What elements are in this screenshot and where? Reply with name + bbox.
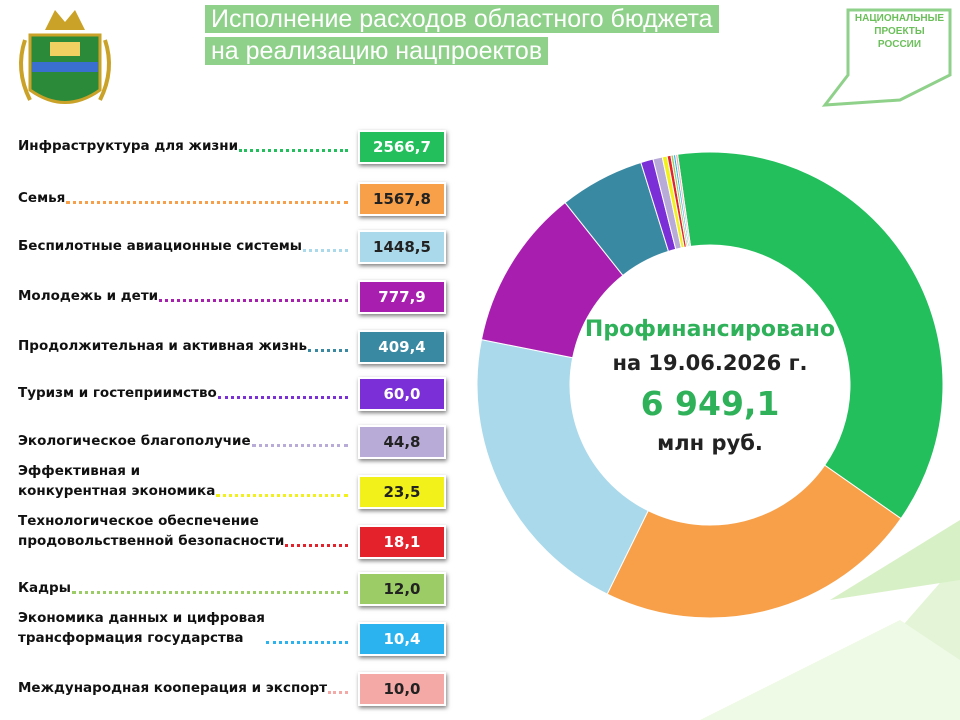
leader-dots: [265, 641, 348, 644]
value-box: 18,1: [358, 525, 446, 559]
category-label: Семья: [18, 190, 66, 206]
title-line: Исполнение расходов областного бюджета: [205, 5, 719, 33]
legend-row: Инфраструктура для жизни 2566,7: [18, 128, 446, 164]
legend-label: Инфраструктура для жизни: [18, 136, 352, 160]
category-label: Молодежь и дети: [18, 288, 159, 304]
legend-label: Международная кооперация и экспорт: [18, 678, 352, 702]
legend-label: Экологическое благополучие: [18, 431, 352, 455]
decor: [700, 620, 960, 720]
category-label: Кадры: [18, 580, 71, 596]
donut-slice: [606, 464, 902, 619]
value-box: 777,9: [358, 280, 446, 314]
category-label: Эффективная и конкурентная экономика: [18, 463, 216, 499]
leader-dots: [217, 396, 348, 399]
value-box: 2566,7: [358, 130, 446, 164]
category-label: Экологическое благополучие: [18, 433, 251, 449]
category-label: Беспилотные авиационные системы: [18, 238, 302, 254]
legend-label: Семья: [18, 188, 352, 212]
logo: [821, 8, 952, 107]
legend-row: Экологическое благополучие 44,8: [18, 423, 446, 459]
value-box: 1448,5: [358, 230, 446, 264]
category-label: Международная кооперация и экспорт: [18, 680, 328, 696]
leader-dots: [308, 349, 348, 352]
legend-row: Кадры 12,0: [18, 570, 446, 606]
value-box: 60,0: [358, 377, 446, 411]
logo-line: РОССИИ: [877, 39, 922, 50]
donut-slice: [476, 339, 649, 595]
value-box: 10,0: [358, 672, 446, 706]
leader-dots: [159, 299, 348, 302]
leader-dots: [71, 591, 348, 594]
center-total: 6 949,1: [640, 384, 780, 423]
logo-line: НАЦИОНАЛЬНЫЕ: [854, 13, 945, 24]
legend-row: Беспилотные авиационные системы 1448,5: [18, 228, 446, 264]
legend-label: Кадры: [18, 578, 352, 602]
category-label: Туризм и гостеприимство: [18, 385, 217, 401]
legend-row: Семья 1567,8: [18, 180, 446, 216]
value-box: 23,5: [358, 475, 446, 509]
legend-label: Молодежь и дети: [18, 286, 352, 310]
legend-label: Эффективная и конкурентная экономика: [18, 461, 352, 505]
legend-row: Международная кооперация и экспорт 10,0: [18, 670, 446, 706]
legend-row: Молодежь и дети 777,9: [18, 278, 446, 314]
donut-slice: [674, 153, 692, 248]
center-unit: млн руб.: [657, 431, 763, 455]
center-date: на 19.06.2026 г.: [612, 351, 808, 375]
value-box: 409,4: [358, 330, 446, 364]
legend-row: Эффективная и конкурентная экономика 23,5: [18, 463, 446, 509]
decor: [830, 520, 960, 600]
value-box: 1567,8: [358, 182, 446, 216]
legend-row: Туризм и гостеприимство 60,0: [18, 375, 446, 411]
leader-dots: [239, 149, 348, 152]
leader-dots: [285, 544, 348, 547]
value-box: 10,4: [358, 622, 446, 656]
value-box: 12,0: [358, 572, 446, 606]
legend-row: Технологическое обеспечение продовольств…: [18, 513, 446, 559]
leader-dots: [302, 249, 348, 252]
leader-dots: [66, 201, 348, 204]
legend-row: Экономика данных и цифровая трансформаци…: [18, 610, 446, 656]
category-label: Экономика данных и цифровая трансформаци…: [18, 610, 265, 646]
logo-text: НАЦИОНАЛЬНЫЕ ПРОЕКТЫ РОССИИ: [852, 12, 947, 51]
center-text: Профинансировано на 19.06.2026 г. 6 949,…: [560, 313, 860, 457]
leader-dots: [328, 691, 348, 694]
leader-dots: [251, 444, 348, 447]
leader-dots: [216, 494, 348, 497]
category-label: Продолжительная и активная жизнь: [18, 338, 308, 354]
center-title: Профинансировано: [584, 317, 836, 342]
category-label: Инфраструктура для жизни: [18, 138, 239, 154]
legend-row: Продолжительная и активная жизнь 409,4: [18, 328, 446, 364]
legend-label: Технологическое обеспечение продовольств…: [18, 511, 352, 555]
donut-slice: [677, 151, 944, 520]
legend-label: Продолжительная и активная жизнь: [18, 336, 352, 360]
legend-label: Беспилотные авиационные системы: [18, 236, 352, 260]
coat-of-arms: [19, 10, 111, 104]
legend-label: Экономика данных и цифровая трансформаци…: [18, 608, 352, 652]
value-box: 44,8: [358, 425, 446, 459]
title-line: на реализацию нацпроектов: [205, 37, 549, 65]
legend-label: Туризм и гостеприимство: [18, 383, 352, 407]
category-label: Технологическое обеспечение продовольств…: [18, 513, 285, 549]
donut: [476, 151, 944, 619]
logo-line: ПРОЕКТЫ: [874, 26, 925, 37]
